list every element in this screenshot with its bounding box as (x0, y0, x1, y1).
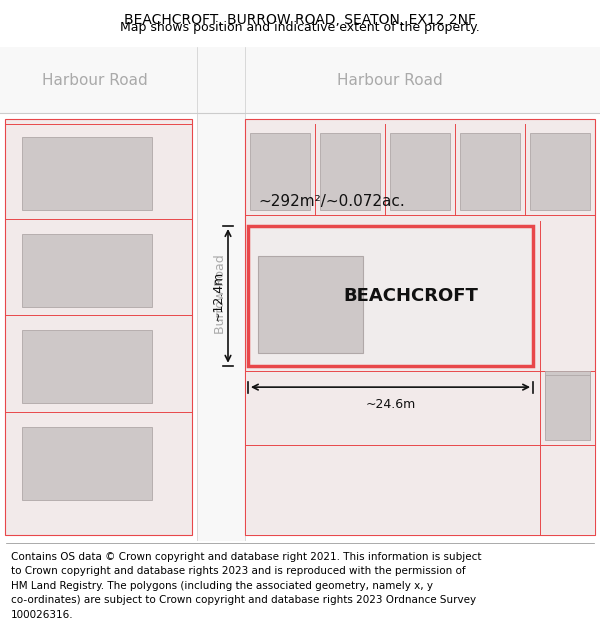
Text: Burrow Road: Burrow Road (215, 254, 227, 334)
Text: Harbour Road: Harbour Road (42, 72, 148, 88)
Text: ~24.6m: ~24.6m (365, 398, 416, 411)
Text: BEACHCROFT: BEACHCROFT (343, 287, 478, 305)
Text: Harbour Road: Harbour Road (337, 72, 443, 88)
Bar (258, 256, 363, 352)
Bar (248, 226, 533, 366)
Text: ~12.4m: ~12.4m (212, 271, 224, 321)
Bar (22, 427, 152, 500)
Bar (22, 330, 152, 403)
Text: co-ordinates) are subject to Crown copyright and database rights 2023 Ordnance S: co-ordinates) are subject to Crown copyr… (11, 595, 476, 605)
Bar (245, 371, 595, 535)
Text: to Crown copyright and database rights 2023 and is reproduced with the permissio: to Crown copyright and database rights 2… (11, 566, 466, 576)
Bar (22, 234, 152, 307)
Text: Map shows position and indicative extent of the property.: Map shows position and indicative extent… (120, 21, 480, 34)
Bar (460, 132, 520, 210)
Bar (530, 132, 590, 210)
Bar (0, 47, 600, 113)
Bar (245, 119, 595, 535)
Bar (545, 375, 590, 439)
Bar (22, 137, 152, 210)
Bar (250, 132, 310, 210)
Text: BEACHCROFT, BURROW ROAD, SEATON, EX12 2NF: BEACHCROFT, BURROW ROAD, SEATON, EX12 2N… (124, 13, 476, 27)
Bar (197, 47, 245, 541)
Bar (545, 371, 590, 430)
Text: HM Land Registry. The polygons (including the associated geometry, namely x, y: HM Land Registry. The polygons (includin… (11, 581, 433, 591)
Text: Contains OS data © Crown copyright and database right 2021. This information is : Contains OS data © Crown copyright and d… (11, 552, 481, 562)
Bar (5, 119, 192, 535)
Text: 100026316.: 100026316. (11, 609, 73, 619)
Text: ~292m²/~0.072ac.: ~292m²/~0.072ac. (258, 194, 405, 209)
Bar (390, 132, 450, 210)
Bar (320, 132, 380, 210)
